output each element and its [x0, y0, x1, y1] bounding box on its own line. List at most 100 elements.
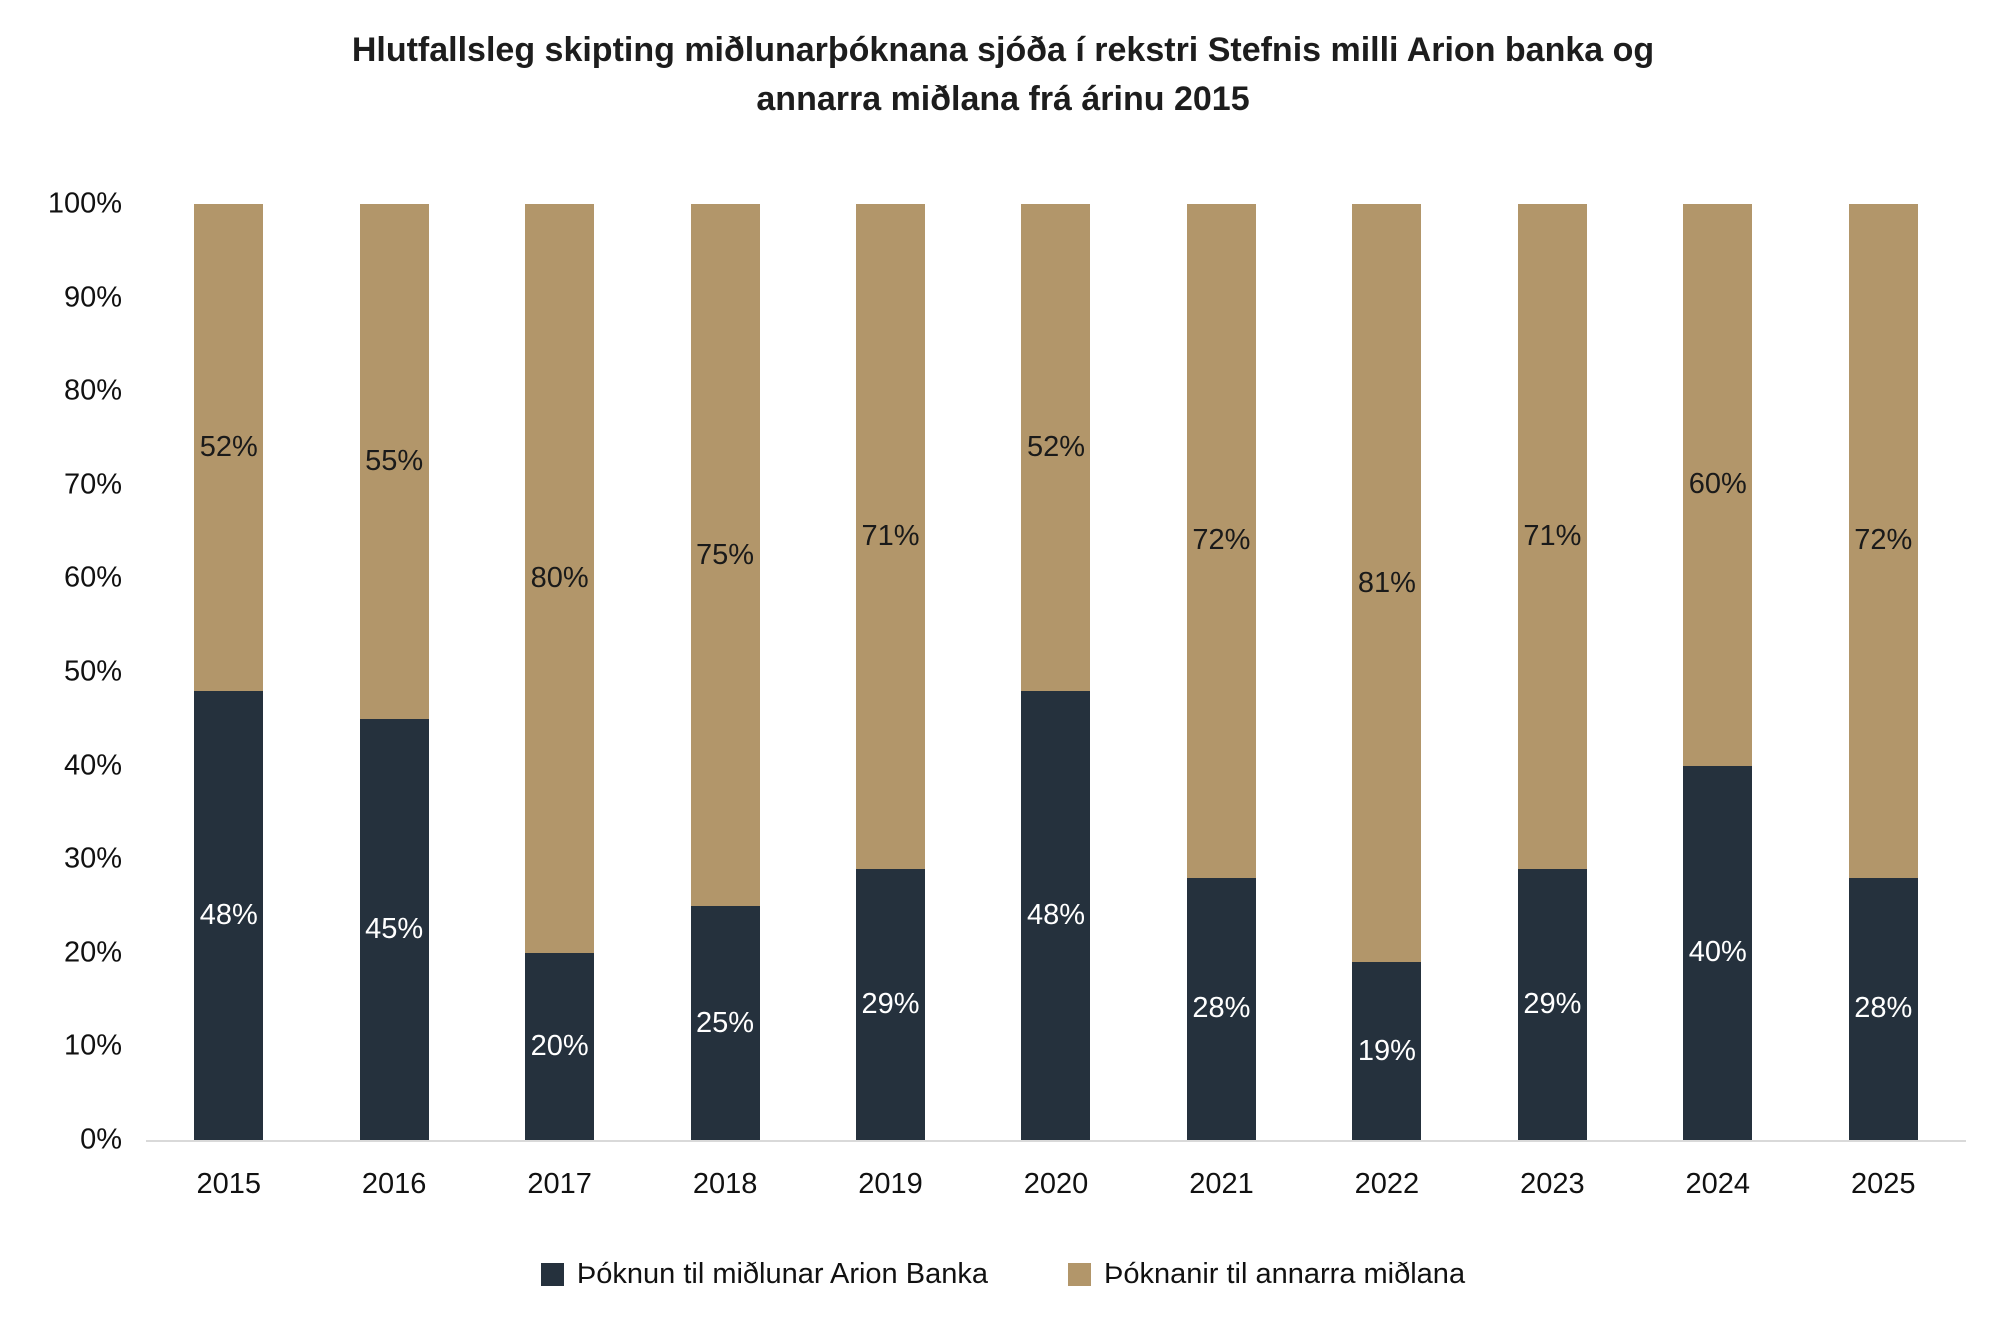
bar-segment-arion: 28%	[1848, 877, 1918, 1140]
y-tick-label: 100%	[47, 187, 122, 220]
legend-label: Þóknun til miðlunar Arion Banka	[576, 1258, 988, 1290]
bar-column: 81% 19%	[1304, 204, 1469, 1140]
x-tick-label: 2015	[196, 1168, 261, 1200]
bar-value-label: 80%	[530, 561, 589, 594]
bar-segment-arion: 45%	[359, 718, 429, 1140]
chart-title-line2: annarra miðlana frá árinu 2015	[756, 80, 1250, 118]
x-tick-label: 2023	[1520, 1168, 1585, 1200]
y-tick-label: 20%	[63, 936, 122, 969]
bar-column: 72% 28%	[1139, 204, 1304, 1140]
bars: 52% 48% 55% 45% 80% 20% 75% 25% 71% 29% 52% 48% 72% 2…	[146, 204, 1966, 1140]
x-tick-label: 2025	[1851, 1168, 1916, 1200]
bar-value-label: 48%	[1026, 898, 1085, 931]
bar-segment-other: 71%	[1517, 204, 1587, 869]
bar-segment-other: 72%	[1186, 204, 1256, 878]
bar-segment-other: 72%	[1848, 204, 1918, 878]
bar-value-label: 71%	[1523, 519, 1582, 552]
x-axis-line	[146, 1140, 1966, 1142]
stacked-bar: 71% 29%	[1517, 204, 1587, 1140]
bar-column: 52% 48%	[146, 204, 311, 1140]
bar-column: 72% 28%	[1801, 204, 1966, 1140]
y-tick-label: 40%	[63, 749, 122, 782]
bar-segment-arion: 20%	[525, 952, 595, 1140]
bar-column: 71% 29%	[808, 204, 973, 1140]
chart-title-line1: Hlutfallsleg skipting miðlunarþóknana sj…	[351, 31, 1655, 69]
stacked-bar: 52% 48%	[1021, 204, 1091, 1140]
bar-column: 75% 25%	[642, 204, 807, 1140]
x-tick-label: 2018	[692, 1168, 758, 1200]
bar-value-label: 20%	[530, 1029, 589, 1062]
bar-segment-other: 52%	[194, 204, 264, 691]
legend-item: Þóknanir til annarra miðlana	[1067, 1258, 1466, 1291]
stacked-bar: 81% 19%	[1352, 204, 1422, 1140]
bar-segment-arion: 19%	[1352, 962, 1422, 1140]
bar-value-label: 55%	[365, 444, 424, 477]
x-tick-label: 2016	[361, 1168, 427, 1200]
bar-segment-arion: 48%	[1021, 690, 1091, 1140]
stacked-bar: 72% 28%	[1848, 204, 1918, 1140]
legend: Þóknun til miðlunar Arion Banka Þóknanir …	[0, 1258, 2006, 1291]
bar-column: 52% 48%	[973, 204, 1138, 1140]
x-tick-label: 2024	[1685, 1168, 1751, 1200]
x-tick-label: 2020	[1023, 1168, 1089, 1200]
bar-segment-arion: 40%	[1683, 765, 1753, 1140]
bar-value-label: 52%	[1026, 430, 1085, 463]
stacked-bar: 72% 28%	[1186, 204, 1256, 1140]
x-tick-label: 2019	[858, 1168, 923, 1200]
bar-segment-other: 60%	[1683, 204, 1753, 766]
legend-swatch	[1067, 1263, 1091, 1286]
stacked-bar: 75% 25%	[690, 204, 760, 1140]
bar-value-label: 60%	[1688, 468, 1747, 501]
y-tick-label: 90%	[63, 281, 122, 314]
bar-value-label: 29%	[861, 987, 920, 1020]
y-tick-label: 30%	[63, 842, 122, 875]
bar-column: 71% 29%	[1470, 204, 1635, 1140]
bar-value-label: 29%	[1523, 987, 1582, 1020]
legend-label: Þóknanir til annarra miðlana	[1103, 1258, 1466, 1290]
bar-segment-other: 52%	[1021, 204, 1091, 691]
bar-segment-arion: 29%	[856, 868, 926, 1140]
bar-value-label: 71%	[861, 519, 920, 552]
stacked-bar: 55% 45%	[359, 204, 429, 1140]
legend-item: Þóknun til miðlunar Arion Banka	[540, 1258, 988, 1291]
y-tick-label: 60%	[63, 561, 122, 594]
bar-column: 80% 20%	[477, 204, 642, 1140]
bar-segment-arion: 29%	[1517, 868, 1587, 1140]
stacked-bar: 71% 29%	[856, 204, 926, 1140]
bar-value-label: 52%	[199, 430, 258, 463]
bar-column: 55% 45%	[311, 204, 476, 1140]
y-tick-label: 0%	[80, 1123, 122, 1156]
bar-segment-other: 80%	[525, 204, 595, 953]
bar-value-label: 28%	[1854, 992, 1913, 1025]
stacked-bar: 80% 20%	[525, 204, 595, 1140]
bar-segment-other: 81%	[1352, 204, 1422, 963]
bar-value-label: 45%	[365, 912, 424, 945]
y-axis: 100% 90% 80% 70% 60% 50% 40% 30% 20% 10% 0%	[0, 188, 122, 1156]
bar-value-label: 48%	[199, 898, 258, 931]
y-tick-label: 80%	[63, 374, 122, 407]
bar-segment-arion: 48%	[194, 690, 264, 1140]
bar-segment-other: 55%	[359, 204, 429, 719]
x-axis: 2015 2016 2017 2018 2019 2020 2021 2022 2023 2024…	[146, 1168, 1966, 1201]
bar-value-label: 81%	[1357, 566, 1416, 599]
bar-segment-other: 71%	[856, 204, 926, 869]
stacked-bar: 60% 40%	[1683, 204, 1753, 1140]
chart-title: Hlutfallsleg skipting miðlunarþóknana sj…	[0, 26, 2006, 124]
y-tick-label: 50%	[63, 655, 122, 688]
x-tick-label: 2017	[527, 1168, 592, 1200]
x-tick-label: 2021	[1189, 1168, 1254, 1200]
x-tick-label: 2022	[1354, 1168, 1420, 1200]
bar-column: 60% 40%	[1635, 204, 1800, 1140]
legend-swatch	[540, 1263, 564, 1286]
bar-value-label: 19%	[1357, 1034, 1416, 1067]
bar-value-label: 72%	[1192, 524, 1251, 557]
bar-segment-other: 75%	[690, 204, 760, 906]
y-tick-label: 70%	[63, 468, 122, 501]
plot-area: 52% 48% 55% 45% 80% 20% 75% 25% 71% 29% 52% 48% 72% 2…	[146, 204, 1966, 1142]
bar-value-label: 28%	[1192, 992, 1251, 1025]
y-tick-label: 10%	[63, 1029, 122, 1062]
bar-value-label: 75%	[696, 538, 755, 571]
bar-value-label: 72%	[1854, 524, 1913, 557]
stacked-bar: 52% 48%	[194, 204, 264, 1140]
